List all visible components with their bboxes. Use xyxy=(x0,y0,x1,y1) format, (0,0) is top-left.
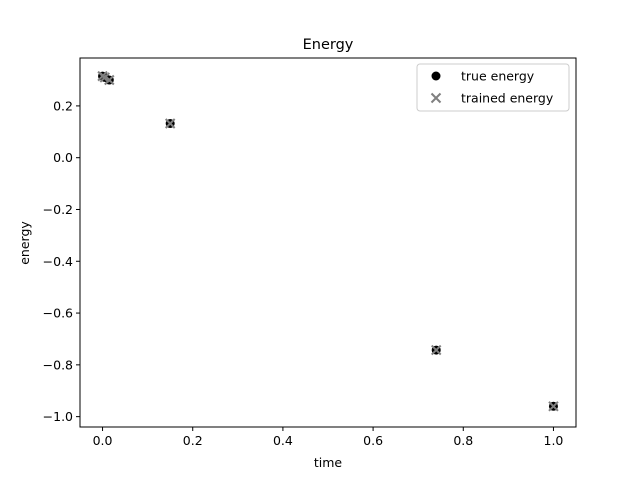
y-tick-label: 0.2 xyxy=(53,98,73,113)
plot-frame xyxy=(79,57,577,428)
y-tick-label: −1.0 xyxy=(43,409,73,424)
legend-marker-trained-energy xyxy=(430,92,442,104)
x-axis-label: time xyxy=(314,455,343,470)
legend: true energy trained energy xyxy=(416,63,570,112)
y-axis-ticks: −1.0 −0.8 −0.6 −0.4 −0.2 0.0 0.2 xyxy=(43,98,80,424)
x-axis-ticks: 0.0 0.2 0.4 0.6 0.8 1.0 xyxy=(93,427,564,448)
y-tick-label: −0.2 xyxy=(43,202,73,217)
x-tick-label: 0.6 xyxy=(363,433,383,448)
x-tick-label: 1.0 xyxy=(544,433,564,448)
x-tick-label: 0.8 xyxy=(453,433,473,448)
trained-energy-point xyxy=(164,118,176,129)
y-tick-label: −0.8 xyxy=(43,357,73,372)
y-axis-label: energy xyxy=(17,221,32,265)
legend-marker-true-energy xyxy=(431,71,441,81)
y-tick-label: −0.6 xyxy=(43,306,73,321)
y-tick-label: −0.4 xyxy=(43,254,73,269)
plot-marks xyxy=(97,70,559,412)
legend-box xyxy=(416,63,570,112)
x-tick-label: 0.4 xyxy=(273,433,293,448)
chart-title: Energy xyxy=(303,37,354,53)
y-tick-label: 0.0 xyxy=(53,150,73,165)
legend-label-true-energy: true energy xyxy=(461,69,535,84)
trained-energy-point xyxy=(431,344,442,356)
trained-energy-point xyxy=(104,74,115,86)
trained-energy-point xyxy=(548,401,559,412)
x-tick-label: 0.2 xyxy=(183,433,203,448)
legend-label-trained-energy: trained energy xyxy=(461,91,554,106)
x-tick-label: 0.0 xyxy=(93,433,113,448)
